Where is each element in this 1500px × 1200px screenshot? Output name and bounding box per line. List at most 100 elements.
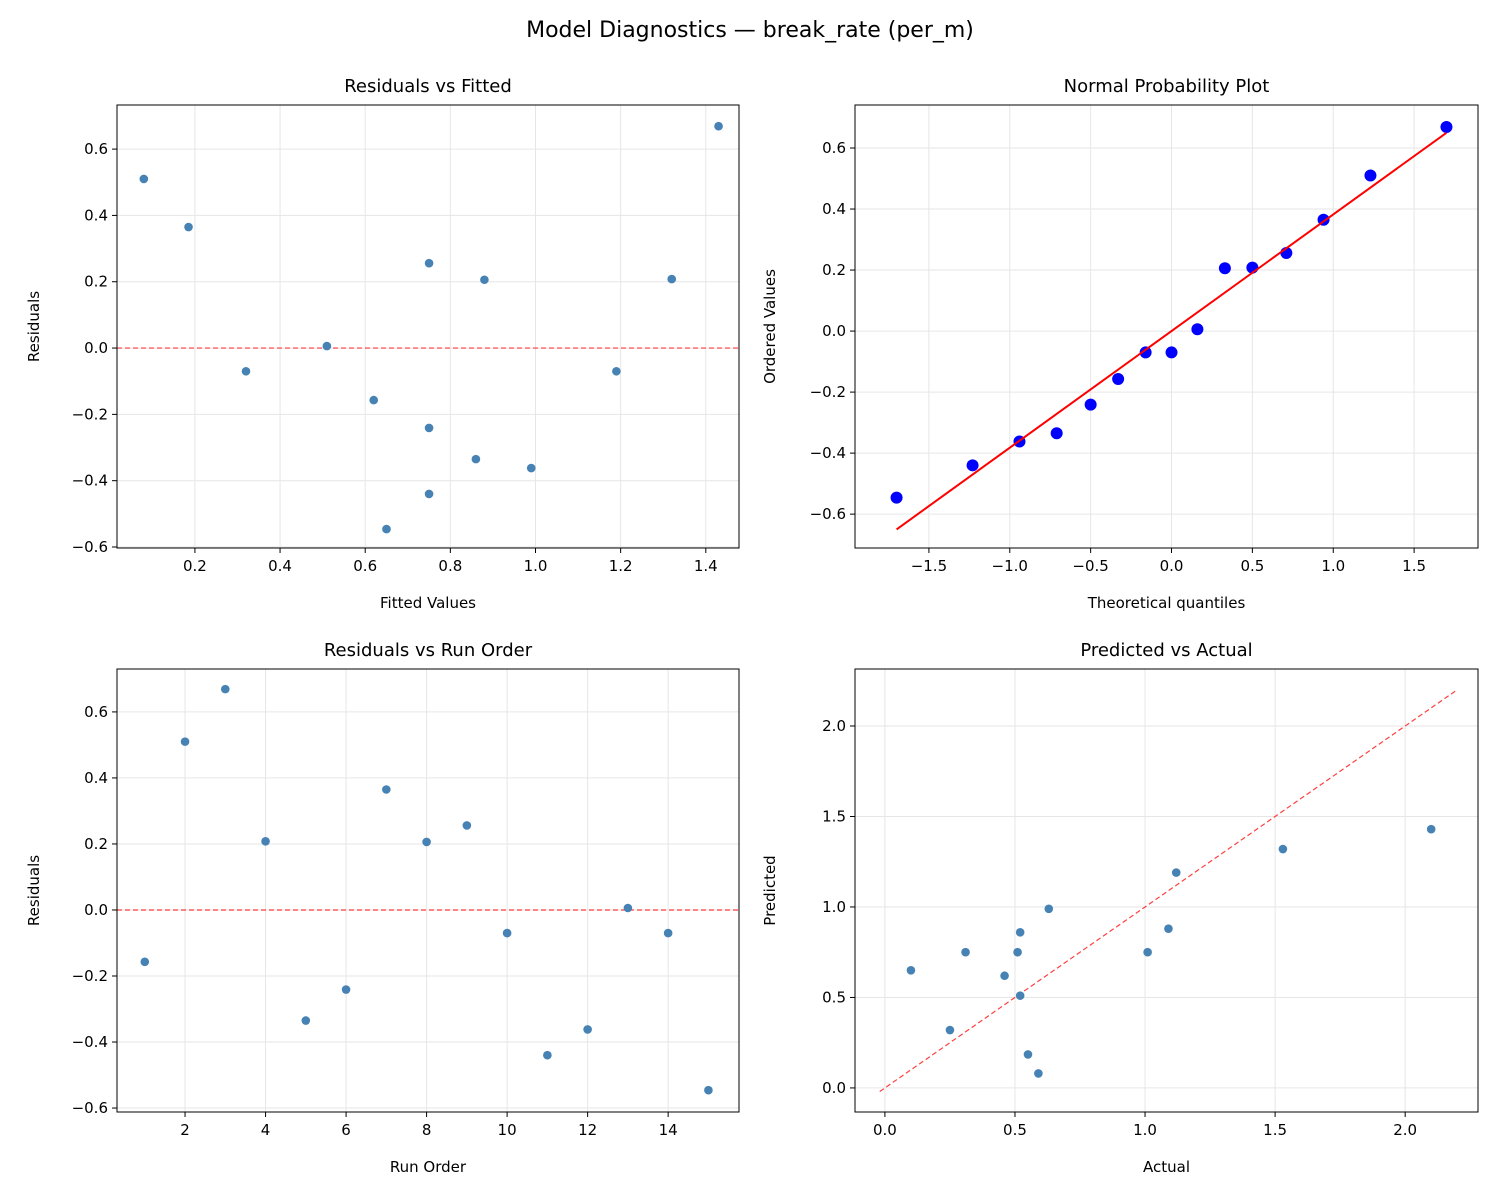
data-point (184, 222, 193, 232)
y-tick-label: −0.6 (72, 538, 108, 556)
data-point (1164, 924, 1173, 933)
data-point (1139, 346, 1152, 359)
data-point (714, 121, 723, 131)
data-point (424, 489, 434, 499)
axes-frame (854, 668, 1479, 1113)
y-tick-label: 0.6 (84, 140, 108, 158)
subplot-title: Residuals vs Fitted (344, 76, 512, 97)
subplot-3: 2 4 6 8 10 12 14 −0.6 −0.4 −0.2 0.0 0.2 0.4 0.6 Residu… (25, 640, 740, 1176)
y-axis-label: Predicted (761, 855, 779, 925)
data-point (663, 928, 673, 938)
data-point (1034, 1069, 1043, 1078)
x-tick-label: 2 (180, 1121, 190, 1139)
data-point (667, 274, 677, 284)
y-tick-label: −0.2 (72, 967, 108, 985)
x-tick-label: 1.0 (1133, 1121, 1157, 1139)
data-point (322, 341, 332, 351)
x-tick-label: 12 (578, 1121, 597, 1139)
y-axis-label: Residuals (25, 291, 43, 362)
x-tick-label: −1.5 (911, 557, 947, 575)
x-tick-label: 0.4 (268, 557, 292, 575)
y-tick-label: 0.6 (84, 703, 108, 721)
x-tick-label: 1.5 (1402, 557, 1426, 575)
data-point (612, 366, 621, 376)
subplot-1: 0.2 0.4 0.6 0.8 1.0 1.2 1.4 −0.6 −0.4 −0.2 0.0 0.2 0… (25, 76, 740, 612)
y-tick-label: −0.2 (72, 405, 108, 423)
y-tick-label: 0.0 (84, 901, 108, 919)
x-tick-label: 0.5 (1240, 557, 1264, 575)
x-axis-label: Actual (1143, 1158, 1190, 1176)
y-tick-label: 0.6 (822, 139, 846, 157)
y-tick-label: 0.0 (822, 1079, 846, 1097)
x-tick-label: 0.0 (1160, 557, 1184, 575)
y-tick-label: 1.5 (822, 807, 846, 825)
x-tick-label: 0.6 (353, 557, 377, 575)
x-tick-label: 0.2 (183, 557, 207, 575)
data-point (1218, 262, 1231, 275)
data-point (502, 928, 512, 938)
data-point (424, 258, 434, 268)
data-point (301, 1016, 311, 1025)
y-tick-label: 0.5 (822, 988, 846, 1006)
data-point (1084, 398, 1097, 411)
subplot-title: Predicted vs Actual (1080, 640, 1252, 661)
data-point (1023, 1050, 1033, 1059)
data-point (1013, 947, 1022, 957)
data-point (623, 903, 633, 913)
subplot-4: 0.0 0.5 1.0 1.5 2.0 0.0 0.5 1.0 1.5 2.0 Predicted … (761, 640, 1479, 1176)
y-tick-label: 0.2 (84, 273, 108, 291)
y-tick-label: 0.0 (822, 322, 846, 340)
data-point (1044, 904, 1054, 914)
data-point (480, 275, 489, 285)
x-tick-label: 1.5 (1263, 1121, 1287, 1139)
data-point (180, 737, 190, 746)
y-axis-label: Ordered Values (761, 269, 779, 384)
x-tick-label: 4 (261, 1121, 271, 1139)
data-point (1364, 169, 1377, 182)
data-point (382, 524, 391, 534)
data-point (462, 821, 472, 830)
data-point (966, 459, 979, 472)
data-point (945, 1025, 955, 1035)
data-point (961, 947, 970, 957)
data-point (1015, 991, 1025, 1000)
data-point (1278, 844, 1288, 854)
data-point (220, 684, 230, 694)
data-point (1440, 120, 1453, 133)
subplot-title: Normal Probability Plot (1064, 76, 1270, 97)
data-point (422, 837, 431, 847)
y-tick-label: −0.4 (810, 444, 846, 462)
data-point (1426, 824, 1436, 834)
y-tick-label: −0.6 (72, 1099, 108, 1117)
y-tick-label: 0.4 (822, 200, 846, 218)
x-tick-label: 14 (659, 1121, 678, 1139)
data-point (906, 966, 916, 975)
data-point (543, 1050, 552, 1060)
data-point (382, 785, 391, 794)
fit-line (895, 131, 1448, 531)
x-tick-label: 1.0 (524, 557, 548, 575)
x-axis-label: Fitted Values (380, 594, 476, 612)
data-point (241, 366, 251, 376)
subplot-title: Residuals vs Run Order (324, 640, 533, 661)
x-tick-label: −0.5 (1072, 557, 1108, 575)
y-tick-label: −0.6 (810, 505, 846, 523)
data-point (704, 1085, 713, 1095)
data-point (369, 395, 379, 405)
y-tick-label: 0.0 (84, 339, 108, 357)
data-point (1112, 372, 1125, 385)
subplot-2: −1.5 −1.0 −0.5 0.0 0.5 1.0 1.5 −0.6 −0.4 −0.2 0.0 0… (761, 76, 1479, 612)
data-point (1143, 947, 1152, 957)
data-point (1015, 928, 1025, 937)
x-tick-label: 10 (498, 1121, 517, 1139)
data-point (1000, 971, 1009, 981)
x-tick-label: −1.0 (992, 557, 1028, 575)
x-tick-label: 0.0 (873, 1121, 897, 1139)
y-tick-label: 0.2 (84, 835, 108, 853)
data-point (583, 1025, 592, 1034)
data-point (1050, 427, 1063, 440)
x-tick-label: 1.4 (694, 557, 718, 575)
x-axis-label: Run Order (390, 1158, 467, 1176)
axes-frame (854, 104, 1479, 549)
